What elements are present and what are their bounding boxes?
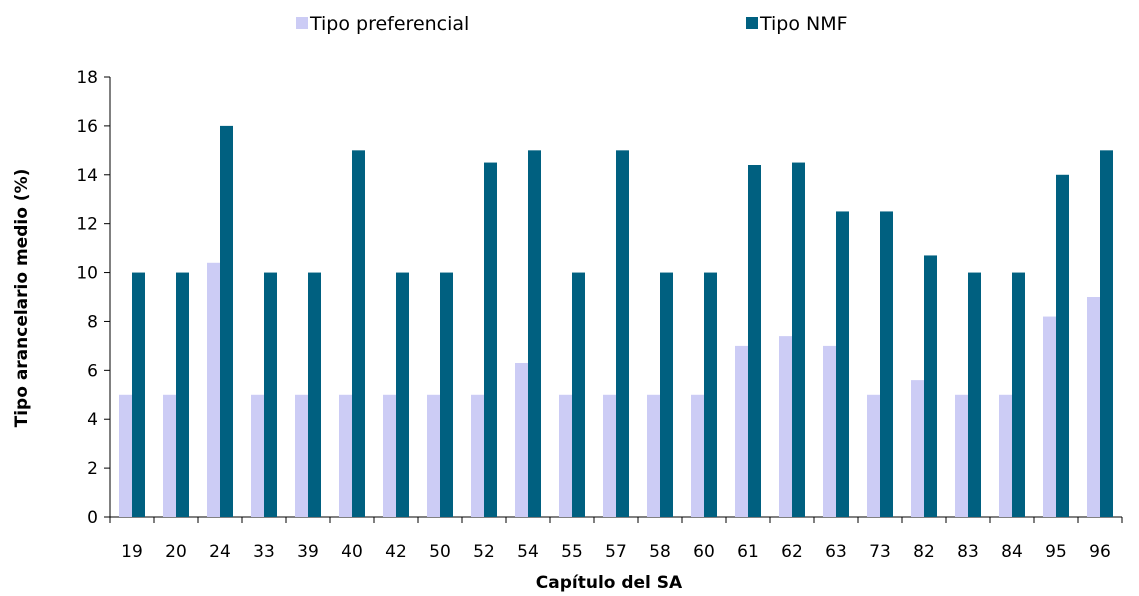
x-tick-label: 40 xyxy=(341,542,363,562)
preferential-bar xyxy=(955,394,968,517)
x-axis-title: Capítulo del SA xyxy=(536,573,683,593)
y-tick-label: 10 xyxy=(76,264,98,284)
nmf-bar xyxy=(308,272,321,517)
y-tick-label: 16 xyxy=(76,117,98,137)
legend-label: Tipo preferencial xyxy=(309,13,469,35)
y-tick-label: 0 xyxy=(87,508,98,528)
preferential-bar xyxy=(1087,297,1100,517)
y-tick-label: 8 xyxy=(87,312,98,332)
y-tick-label: 6 xyxy=(87,361,98,381)
nmf-bar xyxy=(1012,272,1025,517)
preferential-bar xyxy=(647,394,660,517)
x-tick-label: 54 xyxy=(517,542,539,562)
preferential-bar xyxy=(779,336,792,517)
nmf-bar xyxy=(836,211,849,517)
nmf-bar xyxy=(264,272,277,517)
nmf-bar xyxy=(440,272,453,517)
preferential-bar xyxy=(119,394,132,517)
x-axis: 19 20 24 33 39 40 42 50 52 54 55 57 58 60 61 62 63 73 82 83… xyxy=(109,516,1123,562)
x-tick-label: 24 xyxy=(209,542,231,562)
legend: Tipo preferencial Tipo NMF xyxy=(296,13,848,35)
nmf-bar xyxy=(1056,174,1069,517)
x-tick-label: 95 xyxy=(1045,542,1067,562)
bars xyxy=(119,125,1113,518)
preferential-bar xyxy=(735,345,748,517)
x-tick-label: 82 xyxy=(913,542,935,562)
x-tick-label: 19 xyxy=(121,542,143,562)
preferential-bar xyxy=(163,394,176,517)
nmf-bar xyxy=(132,272,145,517)
preferential-bar xyxy=(911,380,924,517)
nmf-bar xyxy=(968,272,981,517)
nmf-bar xyxy=(352,150,365,518)
nmf-bar xyxy=(528,150,541,518)
x-tick-label: 50 xyxy=(429,542,451,562)
nmf-bar xyxy=(572,272,585,517)
x-tick-label: 39 xyxy=(297,542,319,562)
preferential-bar xyxy=(823,345,836,517)
nmf-bar xyxy=(616,150,629,518)
x-tick-label: 55 xyxy=(561,542,583,562)
preferential-bar xyxy=(207,262,220,517)
preferential-bar xyxy=(471,394,484,517)
y-axis-title: Tipo arancelario medio (%) xyxy=(12,169,32,428)
nmf-bar xyxy=(748,165,761,517)
preferential-bar xyxy=(559,394,572,517)
preferential-bar xyxy=(867,394,880,517)
x-tick-label: 58 xyxy=(649,542,671,562)
nmf-bar xyxy=(484,162,497,518)
x-tick-label: 73 xyxy=(869,542,891,562)
preferential-bar xyxy=(603,394,616,517)
y-tick-label: 2 xyxy=(87,459,98,479)
legend-swatch xyxy=(296,17,308,29)
nmf-bar xyxy=(704,272,717,517)
x-tick-label: 52 xyxy=(473,542,495,562)
preferential-bar xyxy=(251,394,264,517)
y-axis: 0 2 4 6 8 10 12 14 16 18 xyxy=(76,68,111,528)
preferential-bar xyxy=(999,394,1012,517)
preferential-bar xyxy=(1043,316,1056,517)
nmf-bar xyxy=(220,125,233,517)
x-tick-label: 33 xyxy=(253,542,275,562)
y-tick-label: 18 xyxy=(76,68,98,88)
nmf-bar xyxy=(176,272,189,517)
legend-swatch xyxy=(746,17,758,29)
nmf-bar xyxy=(880,211,893,517)
nmf-bar xyxy=(660,272,673,517)
x-tick-label: 60 xyxy=(693,542,715,562)
y-tick-label: 4 xyxy=(87,410,98,430)
preferential-bar xyxy=(383,394,396,517)
nmf-bar xyxy=(396,272,409,517)
x-tick-label: 63 xyxy=(825,542,847,562)
preferential-bar xyxy=(427,394,440,517)
y-tick-label: 14 xyxy=(76,166,98,186)
preferential-bar xyxy=(339,394,352,517)
nmf-bar xyxy=(924,255,937,517)
preferential-bar xyxy=(295,394,308,517)
x-tick-label: 61 xyxy=(737,542,759,562)
y-tick-label: 12 xyxy=(76,215,98,235)
x-tick-label: 57 xyxy=(605,542,627,562)
x-tick-label: 96 xyxy=(1089,542,1111,562)
x-tick-label: 62 xyxy=(781,542,803,562)
x-tick-label: 84 xyxy=(1001,542,1023,562)
x-tick-label: 42 xyxy=(385,542,407,562)
nmf-bar xyxy=(1100,150,1113,518)
preferential-bar xyxy=(691,394,704,517)
preferential-bar xyxy=(515,363,528,517)
x-tick-label: 20 xyxy=(165,542,187,562)
legend-label: Tipo NMF xyxy=(759,13,848,35)
x-tick-label: 83 xyxy=(957,542,979,562)
nmf-bar xyxy=(792,162,805,518)
